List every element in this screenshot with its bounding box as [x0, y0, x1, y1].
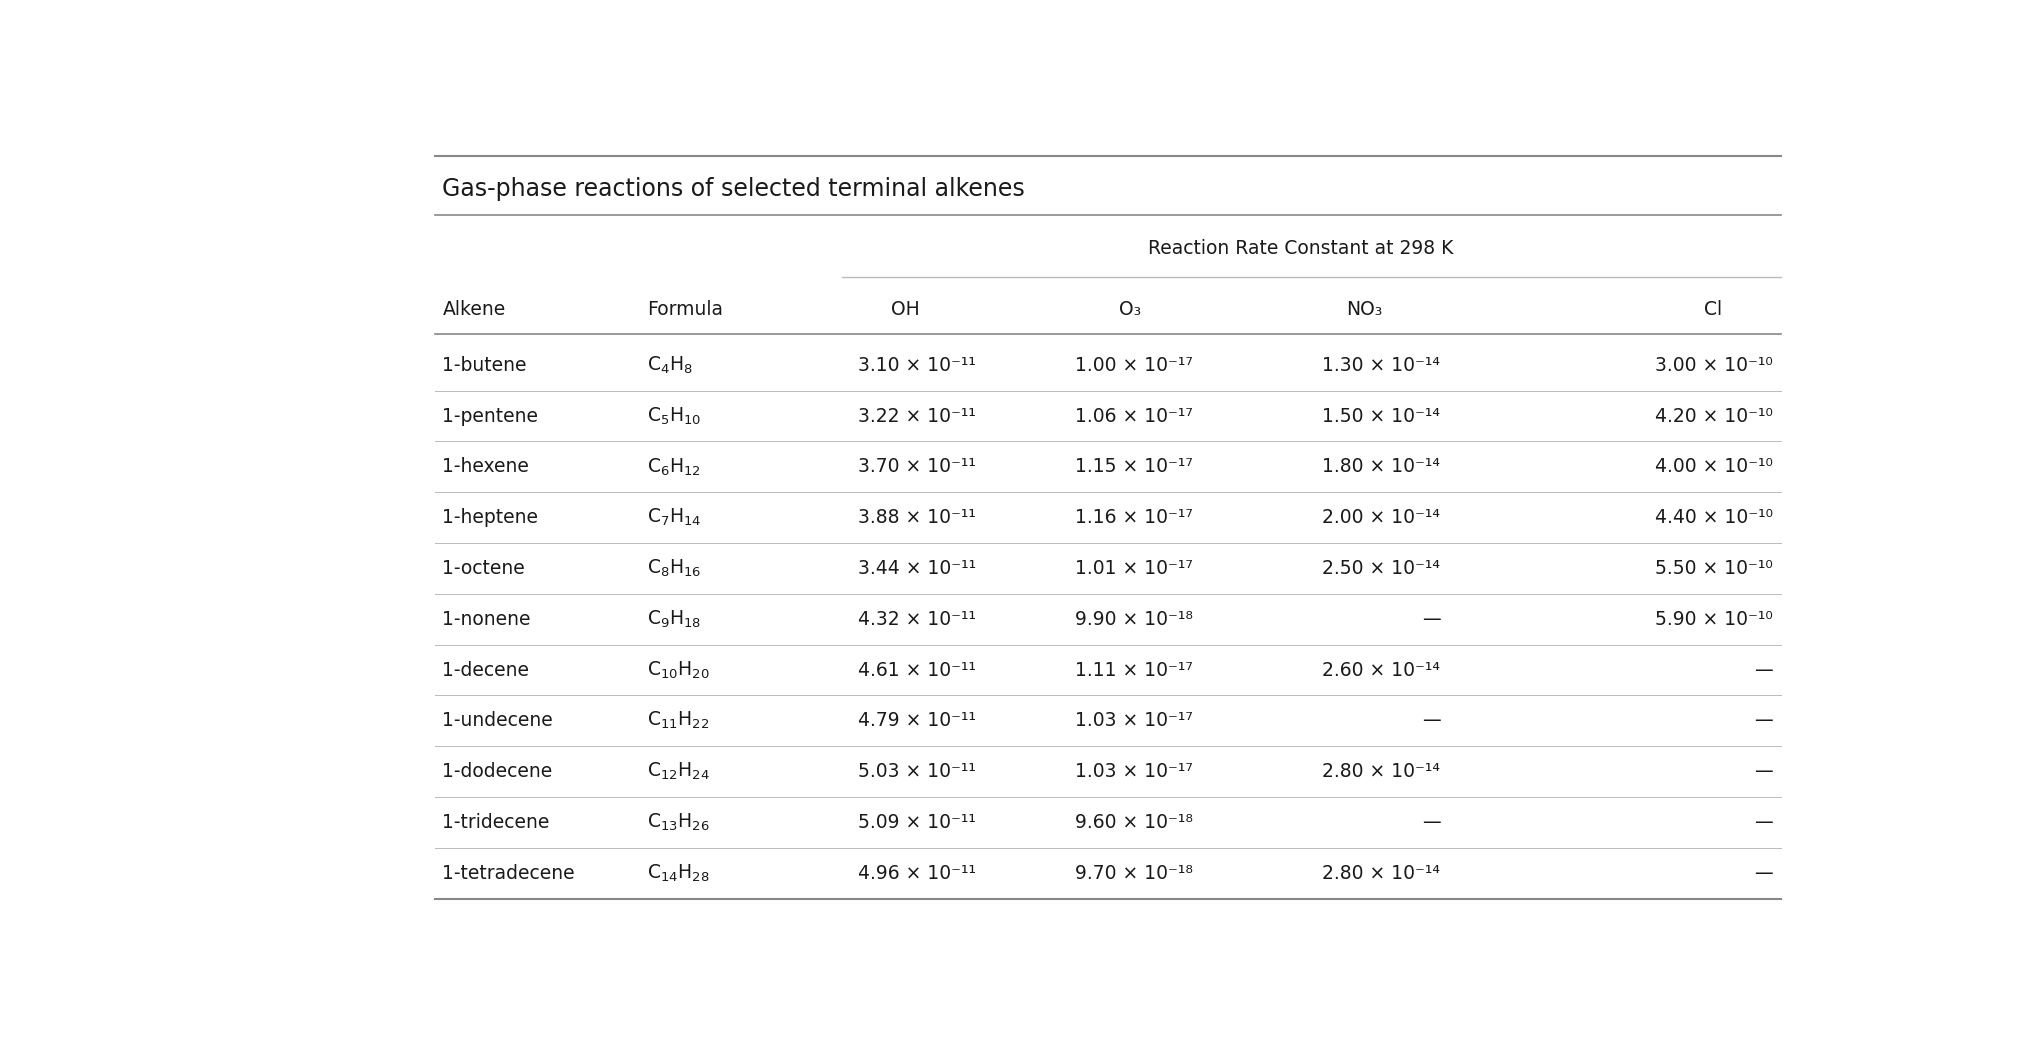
Text: —: —	[1754, 813, 1772, 832]
Text: 4.20 × 10⁻¹⁰: 4.20 × 10⁻¹⁰	[1656, 406, 1772, 426]
Text: 1-hexene: 1-hexene	[442, 458, 529, 477]
Text: 1.50 × 10⁻¹⁴: 1.50 × 10⁻¹⁴	[1322, 406, 1441, 426]
Text: —: —	[1754, 661, 1772, 680]
Text: 3.70 × 10⁻¹¹: 3.70 × 10⁻¹¹	[858, 458, 977, 477]
Text: $\mathregular{C_{4}H_{8}}$: $\mathregular{C_{4}H_{8}}$	[646, 354, 693, 376]
Text: 1.16 × 10⁻¹⁷: 1.16 × 10⁻¹⁷	[1075, 509, 1194, 527]
Text: 1.11 × 10⁻¹⁷: 1.11 × 10⁻¹⁷	[1075, 661, 1194, 680]
Text: 1.30 × 10⁻¹⁴: 1.30 × 10⁻¹⁴	[1322, 355, 1441, 375]
Text: 4.96 × 10⁻¹¹: 4.96 × 10⁻¹¹	[858, 864, 977, 883]
Text: 3.10 × 10⁻¹¹: 3.10 × 10⁻¹¹	[858, 355, 977, 375]
Text: $\mathregular{C_{13}H_{26}}$: $\mathregular{C_{13}H_{26}}$	[646, 812, 709, 833]
Text: OH: OH	[891, 300, 920, 319]
Text: $\mathregular{C_{5}H_{10}}$: $\mathregular{C_{5}H_{10}}$	[646, 405, 701, 427]
Text: —: —	[1423, 712, 1441, 730]
Text: 1.03 × 10⁻¹⁷: 1.03 × 10⁻¹⁷	[1075, 712, 1194, 730]
Text: 2.80 × 10⁻¹⁴: 2.80 × 10⁻¹⁴	[1322, 864, 1441, 883]
Text: 5.50 × 10⁻¹⁰: 5.50 × 10⁻¹⁰	[1656, 559, 1772, 578]
Text: 1-dodecene: 1-dodecene	[442, 762, 552, 781]
Text: 1-undecene: 1-undecene	[442, 712, 554, 730]
Text: 3.00 × 10⁻¹⁰: 3.00 × 10⁻¹⁰	[1656, 355, 1772, 375]
Text: Alkene: Alkene	[442, 300, 505, 319]
Text: 2.00 × 10⁻¹⁴: 2.00 × 10⁻¹⁴	[1322, 509, 1441, 527]
Text: 1.00 × 10⁻¹⁷: 1.00 × 10⁻¹⁷	[1075, 355, 1194, 375]
Text: 3.44 × 10⁻¹¹: 3.44 × 10⁻¹¹	[858, 559, 977, 578]
Text: O₃: O₃	[1118, 300, 1141, 319]
Text: 4.00 × 10⁻¹⁰: 4.00 × 10⁻¹⁰	[1656, 458, 1772, 477]
Text: Cl: Cl	[1705, 300, 1721, 319]
Text: 1.80 × 10⁻¹⁴: 1.80 × 10⁻¹⁴	[1322, 458, 1441, 477]
Text: $\mathregular{C_{10}H_{20}}$: $\mathregular{C_{10}H_{20}}$	[646, 660, 709, 681]
Text: $\mathregular{C_{9}H_{18}}$: $\mathregular{C_{9}H_{18}}$	[646, 609, 701, 630]
Text: Gas-phase reactions of selected terminal alkenes: Gas-phase reactions of selected terminal…	[442, 177, 1026, 201]
Text: 4.40 × 10⁻¹⁰: 4.40 × 10⁻¹⁰	[1656, 509, 1772, 527]
Text: 4.61 × 10⁻¹¹: 4.61 × 10⁻¹¹	[858, 661, 977, 680]
Text: 2.80 × 10⁻¹⁴: 2.80 × 10⁻¹⁴	[1322, 762, 1441, 781]
Text: 5.03 × 10⁻¹¹: 5.03 × 10⁻¹¹	[858, 762, 977, 781]
Text: 9.70 × 10⁻¹⁸: 9.70 × 10⁻¹⁸	[1075, 864, 1194, 883]
Text: 5.90 × 10⁻¹⁰: 5.90 × 10⁻¹⁰	[1656, 610, 1772, 629]
Text: $\mathregular{C_{11}H_{22}}$: $\mathregular{C_{11}H_{22}}$	[646, 710, 709, 731]
Text: —: —	[1754, 712, 1772, 730]
Text: 3.22 × 10⁻¹¹: 3.22 × 10⁻¹¹	[858, 406, 977, 426]
Text: 9.90 × 10⁻¹⁸: 9.90 × 10⁻¹⁸	[1075, 610, 1194, 629]
Text: 1-pentene: 1-pentene	[442, 406, 538, 426]
Text: 4.32 × 10⁻¹¹: 4.32 × 10⁻¹¹	[858, 610, 977, 629]
Text: 5.09 × 10⁻¹¹: 5.09 × 10⁻¹¹	[858, 813, 977, 832]
Text: —: —	[1423, 610, 1441, 629]
Text: 1-octene: 1-octene	[442, 559, 525, 578]
Text: 3.88 × 10⁻¹¹: 3.88 × 10⁻¹¹	[858, 509, 977, 527]
Text: 1-butene: 1-butene	[442, 355, 527, 375]
Text: 2.50 × 10⁻¹⁴: 2.50 × 10⁻¹⁴	[1322, 559, 1441, 578]
Text: 1.01 × 10⁻¹⁷: 1.01 × 10⁻¹⁷	[1075, 559, 1194, 578]
Text: $\mathregular{C_{7}H_{14}}$: $\mathregular{C_{7}H_{14}}$	[646, 508, 701, 529]
Text: 1.03 × 10⁻¹⁷: 1.03 × 10⁻¹⁷	[1075, 762, 1194, 781]
Text: Reaction Rate Constant at 298 K: Reaction Rate Constant at 298 K	[1149, 238, 1453, 257]
Text: 1-tetradecene: 1-tetradecene	[442, 864, 574, 883]
Text: 1.15 × 10⁻¹⁷: 1.15 × 10⁻¹⁷	[1075, 458, 1194, 477]
Text: 4.79 × 10⁻¹¹: 4.79 × 10⁻¹¹	[858, 712, 977, 730]
Text: 1-nonene: 1-nonene	[442, 610, 531, 629]
Text: —: —	[1423, 813, 1441, 832]
Text: —: —	[1754, 762, 1772, 781]
Text: NO₃: NO₃	[1347, 300, 1382, 319]
Text: $\mathregular{C_{6}H_{12}}$: $\mathregular{C_{6}H_{12}}$	[646, 456, 701, 478]
Text: $\mathregular{C_{14}H_{28}}$: $\mathregular{C_{14}H_{28}}$	[646, 863, 709, 884]
Text: —: —	[1754, 864, 1772, 883]
Text: $\mathregular{C_{8}H_{16}}$: $\mathregular{C_{8}H_{16}}$	[646, 558, 701, 579]
Text: 1-tridecene: 1-tridecene	[442, 813, 550, 832]
Text: 1.06 × 10⁻¹⁷: 1.06 × 10⁻¹⁷	[1075, 406, 1194, 426]
Text: 1-decene: 1-decene	[442, 661, 529, 680]
Text: $\mathregular{C_{12}H_{24}}$: $\mathregular{C_{12}H_{24}}$	[646, 761, 709, 782]
Text: 2.60 × 10⁻¹⁴: 2.60 × 10⁻¹⁴	[1322, 661, 1441, 680]
Text: 9.60 × 10⁻¹⁸: 9.60 × 10⁻¹⁸	[1075, 813, 1194, 832]
Text: 1-heptene: 1-heptene	[442, 509, 538, 527]
Text: Formula: Formula	[646, 300, 724, 319]
